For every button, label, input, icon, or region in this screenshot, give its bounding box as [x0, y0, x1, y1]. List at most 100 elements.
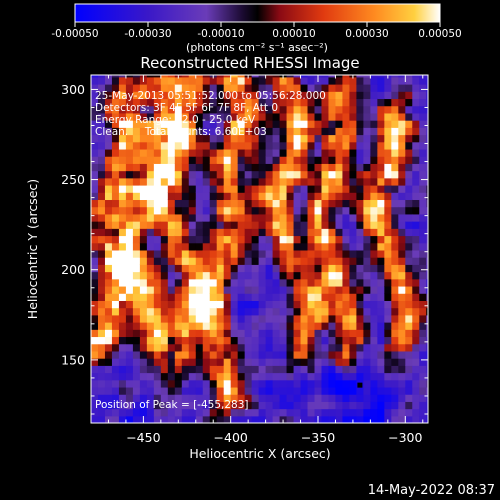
heatmap-cell — [377, 322, 385, 330]
heatmap-cell — [349, 329, 357, 338]
heatmap-cell — [307, 213, 316, 222]
heatmap-cell — [104, 76, 113, 85]
heatmap-cell — [293, 112, 302, 121]
heatmap-cell — [335, 206, 344, 215]
heatmap-cell — [237, 221, 246, 229]
heatmap-cell — [307, 228, 316, 237]
heatmap-cell — [314, 156, 323, 164]
heatmap-cell — [160, 350, 169, 359]
heatmap-cell — [328, 249, 337, 258]
heatmap-cell — [111, 170, 120, 179]
heatmap-cell — [237, 141, 246, 150]
heatmap-cell — [223, 134, 232, 143]
heatmap-cell — [118, 148, 127, 157]
heatmap-cell — [412, 105, 420, 114]
heatmap-cell — [293, 379, 302, 388]
heatmap-cell — [272, 278, 281, 287]
heatmap-cell — [118, 322, 127, 330]
heatmap-cell — [223, 322, 232, 330]
heatmap-cell — [132, 75, 141, 78]
heatmap-cell — [202, 249, 211, 258]
heatmap-cell — [356, 386, 364, 395]
heatmap-cell — [111, 415, 120, 423]
heatmap-cell — [111, 293, 120, 301]
heatmap-cell — [244, 91, 253, 100]
heatmap-cell — [321, 401, 330, 410]
heatmap-cell — [272, 415, 281, 423]
heatmap-cell — [237, 372, 246, 381]
heatmap-cell — [286, 293, 295, 301]
heatmap-cell — [335, 170, 344, 179]
heatmap-cell — [279, 228, 288, 237]
annotation-detectors: Detectors: 3F 4F 5F 6F 7F 8F, Att 0 — [95, 102, 278, 114]
heatmap-cell — [174, 98, 183, 107]
heatmap-cell — [426, 293, 428, 301]
heatmap-cell — [363, 228, 371, 237]
heatmap-cell — [349, 163, 357, 172]
heatmap-cell — [188, 293, 197, 301]
heatmap-cell — [125, 228, 134, 237]
heatmap-cell — [356, 76, 364, 85]
heatmap-cell — [384, 336, 392, 345]
heatmap-cell — [251, 379, 260, 388]
heatmap-cell — [216, 401, 225, 410]
heatmap-cell — [181, 170, 190, 179]
heatmap-cell — [223, 156, 232, 164]
heatmap-cell — [188, 221, 197, 229]
heatmap-cell — [97, 105, 106, 114]
heatmap-cell — [181, 379, 190, 388]
heatmap-cell — [223, 415, 232, 423]
heatmap-cell — [412, 177, 420, 186]
heatmap-cell — [314, 350, 323, 359]
heatmap-cell — [202, 75, 211, 78]
heatmap-cell — [391, 314, 399, 323]
heatmap-cell — [202, 322, 211, 330]
heatmap-cell — [132, 257, 141, 265]
heatmap-cell — [398, 184, 406, 193]
heatmap-cell — [160, 105, 169, 114]
heatmap-cell — [307, 343, 316, 352]
heatmap-cell — [188, 329, 197, 338]
heatmap-cell — [230, 415, 239, 423]
heatmap-cell — [167, 199, 176, 208]
heatmap-cell — [230, 408, 239, 417]
heatmap-cell — [160, 285, 169, 294]
heatmap-cell — [111, 184, 120, 193]
heatmap-cell — [132, 242, 141, 251]
heatmap-cell — [202, 293, 211, 301]
heatmap-cell — [146, 76, 155, 85]
heatmap-cell — [328, 84, 337, 92]
heatmap-cell — [251, 105, 260, 114]
heatmap-cell — [104, 148, 113, 157]
heatmap-cell — [412, 365, 420, 374]
heatmap-cell — [153, 249, 162, 258]
heatmap-cell — [419, 415, 427, 423]
heatmap-cell — [286, 336, 295, 345]
heatmap-cell — [377, 257, 385, 265]
heatmap-cell — [363, 394, 371, 402]
heatmap-cell — [111, 307, 120, 316]
heatmap-cell — [237, 285, 246, 294]
heatmap-cell — [384, 379, 392, 388]
heatmap-cell — [342, 372, 351, 381]
heatmap-cell — [104, 206, 113, 215]
heatmap-cell — [244, 148, 253, 157]
heatmap-cell — [153, 271, 162, 280]
heatmap-cell — [97, 372, 106, 381]
heatmap-cell — [391, 98, 399, 107]
heatmap-cell — [335, 322, 344, 330]
heatmap-cell — [223, 127, 232, 136]
heatmap-cell — [209, 199, 218, 208]
heatmap-cell — [335, 127, 344, 136]
heatmap-cell — [419, 84, 427, 92]
heatmap-cell — [174, 105, 183, 114]
heatmap-cell — [244, 329, 253, 338]
heatmap-cell — [118, 98, 127, 107]
heatmap-cell — [118, 365, 127, 374]
heatmap-cell — [405, 134, 413, 143]
heatmap-cell — [244, 120, 253, 128]
heatmap-cell — [118, 127, 127, 136]
heatmap-cell — [216, 415, 225, 423]
heatmap-cell — [300, 394, 309, 402]
heatmap-cell — [335, 300, 344, 309]
